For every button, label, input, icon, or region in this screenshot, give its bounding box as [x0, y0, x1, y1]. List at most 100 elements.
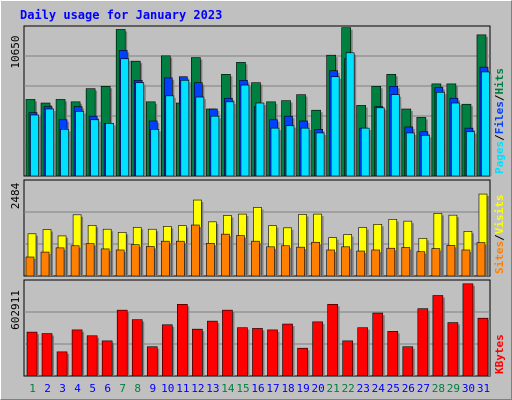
x-tick-label: 6 — [104, 382, 111, 395]
kbytes-bar — [327, 303, 338, 377]
legend-visits-sites: Sites/Visits — [493, 195, 506, 275]
x-tick-label: 20 — [312, 382, 325, 395]
sites-bar — [70, 245, 80, 277]
x-tick-label: 26 — [402, 382, 415, 395]
sites-bar — [356, 250, 366, 277]
sites-bar — [266, 246, 275, 277]
kbytes-bar — [222, 309, 233, 377]
kbytes-bar — [237, 327, 248, 377]
x-tick-label: 4 — [74, 382, 81, 395]
kbytes-bar — [101, 340, 113, 377]
x-tick-label: 14 — [221, 382, 235, 395]
x-tick-label: 28 — [432, 382, 445, 395]
x-tick-label: 27 — [417, 382, 430, 395]
legend-entry: / — [493, 134, 506, 141]
x-tick-label: 31 — [477, 382, 490, 395]
kbytes-bar — [417, 308, 429, 377]
kbytes-bar — [177, 303, 188, 377]
pages-bar — [150, 129, 160, 177]
kbytes-bar — [116, 309, 128, 377]
kbytes-bar — [86, 335, 98, 377]
y-tick-label: 2484 — [9, 182, 22, 209]
x-tick-label: 2 — [44, 382, 51, 395]
kbytes-bar — [387, 331, 399, 377]
sites-bar — [386, 247, 396, 277]
pages-bar — [30, 114, 39, 177]
pages-bar — [270, 127, 280, 177]
sites-bar — [311, 241, 320, 277]
kbytes-bar — [71, 329, 83, 377]
legend-entry: / — [493, 94, 506, 101]
sites-bar — [236, 235, 245, 277]
legend-entry: Files — [493, 101, 506, 134]
kbytes-bar — [267, 329, 278, 377]
kbytes-bar — [432, 295, 444, 377]
pages-bar — [360, 127, 370, 177]
sites-bar — [176, 240, 185, 277]
pages-bar — [406, 132, 415, 177]
kbytes-bar — [372, 312, 384, 377]
kbytes-bar — [192, 328, 203, 377]
y-tick-label: 602911 — [9, 290, 22, 330]
kbytes-bar — [161, 324, 173, 377]
sites-bar — [326, 249, 335, 277]
x-tick-label: 18 — [281, 382, 294, 395]
pages-bar — [436, 91, 445, 177]
sites-bar — [115, 249, 125, 277]
x-tick-label: 1 — [29, 382, 36, 395]
kbytes-bar — [146, 346, 158, 377]
kbytes-bar — [26, 331, 38, 377]
kbytes-bar — [342, 340, 353, 377]
legend-hits-files-pages: Pages/Files/Hits — [493, 68, 506, 174]
legend-entry: KBytes — [493, 334, 506, 374]
pages-bar — [315, 132, 325, 177]
kbytes-bar — [56, 351, 68, 377]
pages-bar — [300, 127, 310, 177]
pages-bar — [390, 94, 400, 177]
pages-bar — [330, 76, 340, 177]
pages-bar — [240, 84, 250, 177]
kbytes-bar — [131, 319, 143, 377]
legend-entry: Visits — [493, 195, 506, 235]
sites-bar — [130, 244, 140, 277]
pages-bar — [105, 123, 114, 177]
sites-bar — [296, 246, 305, 277]
x-tick-label: 3 — [59, 382, 66, 395]
kbytes-bar — [207, 320, 218, 377]
x-tick-label: 19 — [296, 382, 309, 395]
pages-bar — [165, 95, 175, 177]
pages-bar — [195, 96, 205, 177]
pages-bar — [75, 111, 84, 177]
pages-bar — [60, 129, 69, 177]
kbytes-bar — [477, 317, 489, 377]
x-tick-label: 5 — [89, 382, 96, 395]
sites-bar — [40, 251, 50, 277]
kbytes-bar — [447, 322, 459, 377]
legend-entry: Pages — [493, 141, 506, 174]
x-tick-label: 10 — [161, 382, 174, 395]
kbytes-bar — [462, 283, 474, 377]
x-tick-label: 29 — [447, 382, 460, 395]
kbytes-bar — [41, 333, 53, 377]
kbytes-bar — [402, 346, 414, 377]
legend-kbytes: KBytes — [493, 334, 506, 374]
sites-bar — [476, 242, 486, 277]
legend-entry: / — [493, 234, 506, 241]
x-tick-label: 11 — [176, 382, 189, 395]
pages-bar — [180, 80, 190, 177]
x-tick-label: 15 — [236, 382, 249, 395]
x-tick-label: 9 — [149, 382, 156, 395]
kbytes-bar — [297, 347, 308, 377]
x-tick-label: 25 — [387, 382, 400, 395]
sites-bar — [371, 249, 381, 277]
pages-bar — [120, 58, 129, 177]
x-tick-label: 16 — [251, 382, 264, 395]
sites-bar — [461, 249, 471, 277]
sites-bar — [251, 240, 260, 277]
x-tick-label: 8 — [134, 382, 141, 395]
x-tick-label: 12 — [191, 382, 204, 395]
pages-bar — [255, 102, 265, 177]
chart-title: Daily usage for January 2023 — [20, 8, 222, 22]
x-tick-label: 17 — [266, 382, 279, 395]
